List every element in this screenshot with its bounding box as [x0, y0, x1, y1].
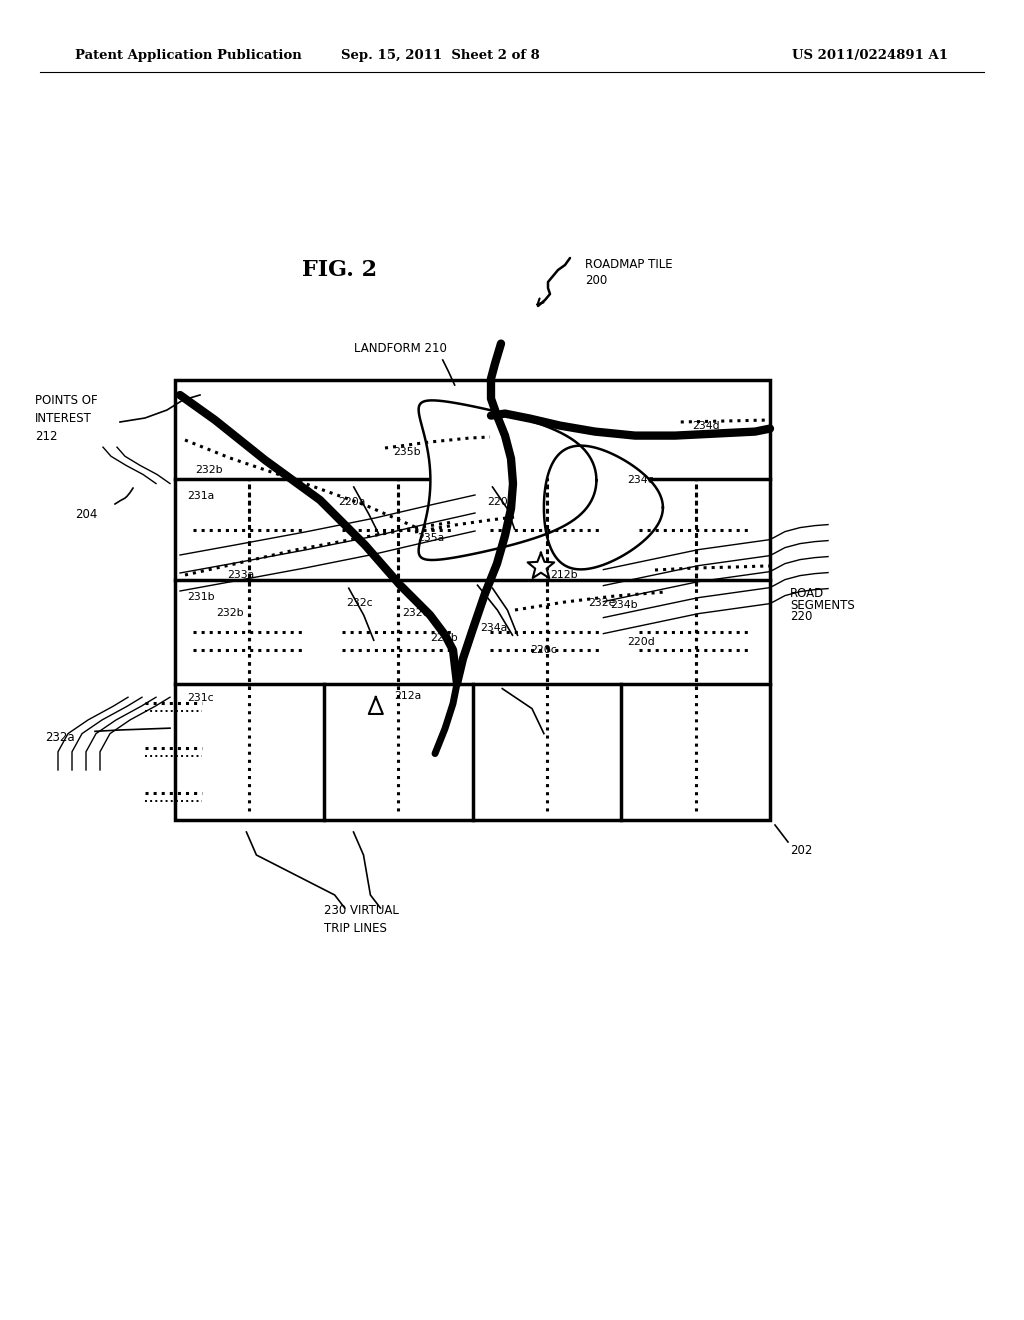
Text: ROADMAP TILE: ROADMAP TILE: [585, 259, 673, 272]
Polygon shape: [369, 697, 383, 714]
Text: INTEREST: INTEREST: [35, 412, 92, 425]
Text: 230 VIRTUAL: 230 VIRTUAL: [324, 903, 398, 916]
Text: SEGMENTS: SEGMENTS: [790, 599, 855, 611]
Text: Patent Application Publication: Patent Application Publication: [75, 49, 302, 62]
Text: 220b: 220b: [430, 634, 458, 643]
Bar: [175, 380, 770, 820]
Text: 220c: 220c: [530, 645, 557, 655]
Text: 235b: 235b: [393, 447, 421, 457]
Text: 234d: 234d: [692, 421, 720, 432]
Text: 232d: 232d: [402, 609, 430, 618]
Text: 232a: 232a: [45, 730, 75, 743]
Text: TRIP LINES: TRIP LINES: [324, 921, 387, 935]
Text: 234a: 234a: [480, 623, 507, 634]
Text: 234c: 234c: [627, 475, 654, 484]
Text: 204: 204: [75, 508, 97, 521]
Text: ROAD: ROAD: [790, 587, 824, 601]
Text: 212a: 212a: [394, 692, 421, 701]
Polygon shape: [527, 553, 554, 578]
Text: 202: 202: [790, 843, 812, 857]
Text: 220d: 220d: [627, 638, 655, 647]
Text: 200: 200: [585, 273, 607, 286]
Text: 220a: 220a: [339, 496, 366, 507]
Text: 235a: 235a: [417, 533, 444, 543]
Text: POINTS OF: POINTS OF: [35, 393, 97, 407]
Text: 220: 220: [790, 610, 812, 623]
Text: 231c: 231c: [187, 693, 214, 704]
Text: 232b: 232b: [217, 609, 245, 618]
Text: 232b: 232b: [195, 465, 222, 475]
Text: LANDFORM 210: LANDFORM 210: [353, 342, 446, 355]
Polygon shape: [544, 446, 663, 569]
Text: 231b: 231b: [187, 593, 214, 602]
Polygon shape: [419, 400, 596, 560]
Text: 233a: 233a: [227, 570, 254, 579]
Text: 212: 212: [35, 429, 57, 442]
Text: 212b: 212b: [550, 570, 578, 579]
Text: 234b: 234b: [610, 601, 638, 610]
Text: 232c: 232c: [346, 598, 373, 609]
Text: FIG. 2: FIG. 2: [302, 259, 378, 281]
Text: 232e: 232e: [589, 598, 615, 609]
Text: US 2011/0224891 A1: US 2011/0224891 A1: [792, 49, 948, 62]
Text: 220d: 220d: [487, 496, 515, 507]
Text: 231a: 231a: [187, 491, 214, 502]
Text: Sep. 15, 2011  Sheet 2 of 8: Sep. 15, 2011 Sheet 2 of 8: [341, 49, 540, 62]
